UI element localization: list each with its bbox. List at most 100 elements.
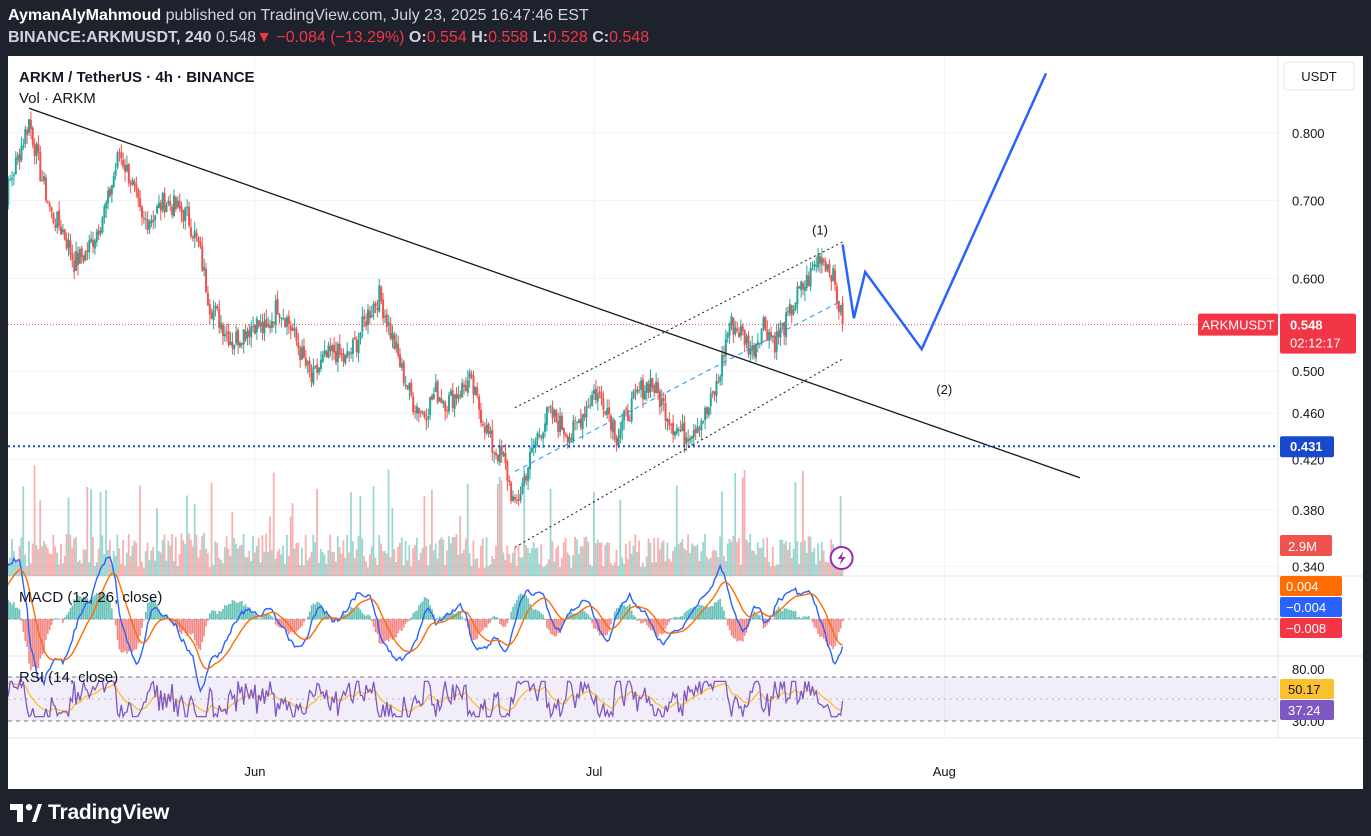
candle-body xyxy=(640,380,643,390)
macd-histogram-bar xyxy=(813,619,816,628)
volume-bar xyxy=(206,552,209,576)
candle-body xyxy=(54,224,57,228)
candle-body xyxy=(508,480,511,483)
macd-histogram-bar xyxy=(199,619,202,651)
macd-histogram-bar xyxy=(580,610,582,620)
volume-bar xyxy=(103,554,106,576)
volume-bar xyxy=(839,495,842,576)
macd-histogram-bar xyxy=(114,619,117,626)
tradingview-logo[interactable]: TradingView xyxy=(10,800,169,826)
candle-body xyxy=(310,372,313,383)
candle-body xyxy=(528,451,531,470)
macd-histogram-bar xyxy=(768,619,770,623)
volume-bar xyxy=(82,549,85,576)
volume-bar xyxy=(577,553,580,576)
volume-bar xyxy=(284,564,286,576)
volume-bar xyxy=(353,558,356,576)
macd-histogram-bar xyxy=(760,619,763,621)
macd-histogram-bar xyxy=(512,606,514,620)
candle-body xyxy=(583,414,586,418)
macd-histogram-bar xyxy=(540,613,543,620)
volume-bar xyxy=(760,547,763,576)
macd-histogram-bar xyxy=(502,619,505,628)
macd-histogram-bar xyxy=(90,601,92,620)
macd-histogram-bar xyxy=(709,605,712,620)
macd-histogram-bar xyxy=(84,596,87,620)
macd-histogram-bar xyxy=(205,619,207,627)
macd-histogram-bar xyxy=(322,608,324,620)
volume-bar xyxy=(319,548,322,576)
volume-bar xyxy=(84,549,87,576)
macd-histogram-bar xyxy=(668,619,671,623)
macd-histogram-bar xyxy=(274,619,277,625)
volume-bar xyxy=(16,561,19,576)
candle-body xyxy=(165,205,168,213)
candle-body xyxy=(604,410,607,414)
volume-bar xyxy=(690,543,693,576)
volume-bar xyxy=(220,560,222,576)
macd-histogram-bar xyxy=(329,618,332,620)
macd-histogram-bar xyxy=(425,598,428,620)
candle-body xyxy=(576,421,579,423)
macd-histogram-bar xyxy=(207,619,209,621)
candle-body xyxy=(717,381,720,383)
macd-histogram-bar xyxy=(529,603,531,620)
lightning-glyph xyxy=(837,551,846,565)
volume-bar xyxy=(246,557,249,576)
high-value: 0.558 xyxy=(488,29,529,46)
volume-bar xyxy=(242,533,245,576)
volume-bar xyxy=(316,488,318,576)
volume-bar xyxy=(668,558,671,576)
macd-histogram-bar xyxy=(92,596,94,620)
candle-body xyxy=(557,421,560,432)
macd-histogram-bar xyxy=(346,613,349,620)
candle-body xyxy=(108,188,111,197)
candle-body xyxy=(286,317,289,327)
candle-body xyxy=(306,361,309,365)
macd-histogram-bar xyxy=(826,619,829,647)
macd-histogram-bar xyxy=(694,607,697,620)
volume-bar xyxy=(756,542,759,576)
volume-bar xyxy=(129,556,132,576)
macd-histogram-bar xyxy=(8,600,10,620)
chart-panel[interactable]: (1) (2) 0.800 0.700 0.600 0.500 0.460 0.420 0.38… xyxy=(8,56,1363,789)
macd-histogram-bar xyxy=(225,605,228,620)
candle-body xyxy=(252,326,255,328)
candle-body xyxy=(255,318,258,333)
candle-body xyxy=(672,422,675,435)
macd-histogram-bar xyxy=(295,619,298,632)
macd-histogram-bar xyxy=(538,611,541,620)
candle-body xyxy=(276,298,279,315)
volume-bar xyxy=(675,485,678,576)
candle-body xyxy=(26,130,29,135)
chart-canvas[interactable]: (1)(2)0.8000.7000.6000.5000.4600.4200.38… xyxy=(8,56,1363,789)
candle-body xyxy=(99,230,102,234)
macd-histogram-bar xyxy=(836,619,838,640)
candle-body xyxy=(323,349,326,355)
macd-histogram-bar xyxy=(318,602,320,620)
candle-body xyxy=(101,217,104,233)
volume-bar xyxy=(255,546,258,576)
candle-body xyxy=(579,418,582,428)
candle-body xyxy=(157,202,160,209)
volume-bar xyxy=(176,566,179,576)
candle-body xyxy=(468,372,471,379)
candle-body xyxy=(786,311,789,313)
volume-bar xyxy=(696,544,699,576)
candle-body xyxy=(619,429,622,438)
macd-histogram-bar xyxy=(80,597,83,620)
candle-body xyxy=(163,193,166,212)
candle-body xyxy=(95,231,98,243)
candle-body xyxy=(393,334,396,350)
candle-body xyxy=(174,197,177,209)
candle-body xyxy=(653,385,656,393)
candle-body xyxy=(689,438,692,441)
macd-histogram-bar xyxy=(154,601,156,620)
macd-histogram-bar xyxy=(531,608,533,620)
author-name[interactable]: AymanAlyMahmoud xyxy=(8,7,162,24)
volume-bar xyxy=(785,541,787,576)
volume-bar xyxy=(374,557,377,576)
candle-body xyxy=(515,499,518,501)
volume-bar xyxy=(530,548,533,576)
volume-bar xyxy=(351,541,354,576)
